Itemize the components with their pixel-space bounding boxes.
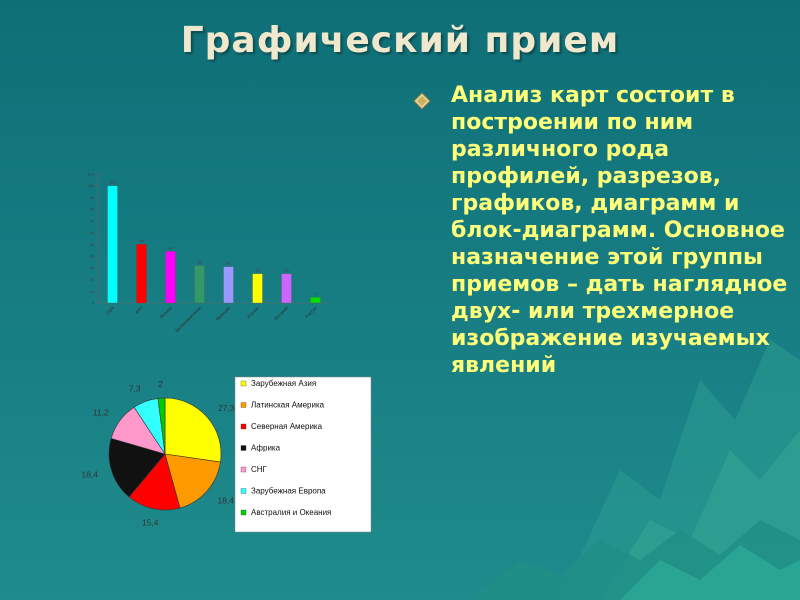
bar <box>136 244 147 304</box>
legend-label: Австралия и Океания <box>251 508 331 517</box>
bar <box>194 265 205 304</box>
bar <box>165 251 176 304</box>
pie-value-label: 27,3 <box>218 403 235 413</box>
legend-swatch <box>240 466 247 473</box>
pie-slice <box>128 453 181 511</box>
bar-value-label: 5 <box>314 291 317 296</box>
x-tick-label: ФРГ <box>134 305 144 315</box>
legend-swatch <box>240 488 247 494</box>
bar <box>310 296 321 304</box>
legend-swatch <box>240 380 247 387</box>
y-tick-label: 100 <box>87 183 94 188</box>
legend-label: Зарубежная Европа <box>251 487 326 496</box>
pie-value-label: 15,4 <box>142 517 159 527</box>
legend-swatch <box>240 402 247 408</box>
bar-value-label: 50 <box>139 238 144 243</box>
y-tick-label: 0 <box>92 301 95 306</box>
y-tick-label: 110 <box>88 172 95 177</box>
pie-value-label: 18,4 <box>81 469 98 479</box>
x-tick-label: Франция <box>215 305 232 322</box>
y-tick-label: 50 <box>90 242 95 247</box>
legend-swatch <box>240 445 247 451</box>
pie-slice <box>108 438 166 498</box>
y-tick-label: 40 <box>90 254 95 259</box>
pie-chart: 27,3 18,4 15,4 18,4 11,2 7,3 2 Зарубежная Азия… <box>81 376 372 533</box>
x-tick-label: США <box>104 305 115 316</box>
bar <box>223 266 234 304</box>
x-tick-label: Великобритания <box>174 305 202 333</box>
legend-label: СНГ <box>251 465 268 474</box>
legend-swatch <box>240 423 247 430</box>
legend-label: Латинская Америка <box>251 401 325 410</box>
x-tick-label: Испания <box>273 305 290 322</box>
bar-value-label: 25 <box>284 268 289 273</box>
y-tick-label: 30 <box>90 265 95 270</box>
pie-slice <box>164 397 222 463</box>
legend-label: Африка <box>251 444 281 453</box>
legend-label: Зарубежная Азия <box>251 379 316 388</box>
legend-label: Северная Америка <box>251 422 323 431</box>
pie-value-label: 18,4 <box>218 495 235 505</box>
y-tick-label: 10 <box>90 289 95 294</box>
bar <box>281 273 292 304</box>
diamond-icon <box>413 92 431 110</box>
pie-slice <box>157 397 166 455</box>
pie-legend-box <box>234 376 372 533</box>
bar-value-label: 25 <box>255 268 260 273</box>
y-tick-label: 80 <box>90 207 95 212</box>
y-tick-label: 70 <box>90 218 95 223</box>
y-tick-label: 60 <box>90 230 95 235</box>
bar-chart: 0 10 20 30 40 50 60 70 80 90 100 110 100 50 44 32 31 25 2… <box>87 172 330 333</box>
bar-value-label: 44 <box>168 245 173 250</box>
y-tick-label: 90 <box>90 195 95 200</box>
bar-value-label: 31 <box>226 261 231 266</box>
x-tick-label: Италия <box>246 305 261 320</box>
bullet-text: Анализ карт состоит в построении по ним … <box>451 83 788 378</box>
bar-value-label: 100 <box>109 180 116 185</box>
slide-title: Графический прием <box>180 20 620 61</box>
legend-swatch <box>240 509 247 516</box>
bar <box>107 185 118 304</box>
pie-slice <box>164 453 221 509</box>
bar-value-label: 32 <box>197 259 202 264</box>
pie-value-label: 11,2 <box>93 408 109 418</box>
bar <box>252 273 263 304</box>
pie-value-label: 2 <box>158 379 163 389</box>
x-tick-label: Россия <box>304 305 318 319</box>
y-tick-label: 20 <box>90 277 95 282</box>
pie-value-label: 7,3 <box>129 383 141 393</box>
x-tick-label: Япония <box>159 305 174 320</box>
